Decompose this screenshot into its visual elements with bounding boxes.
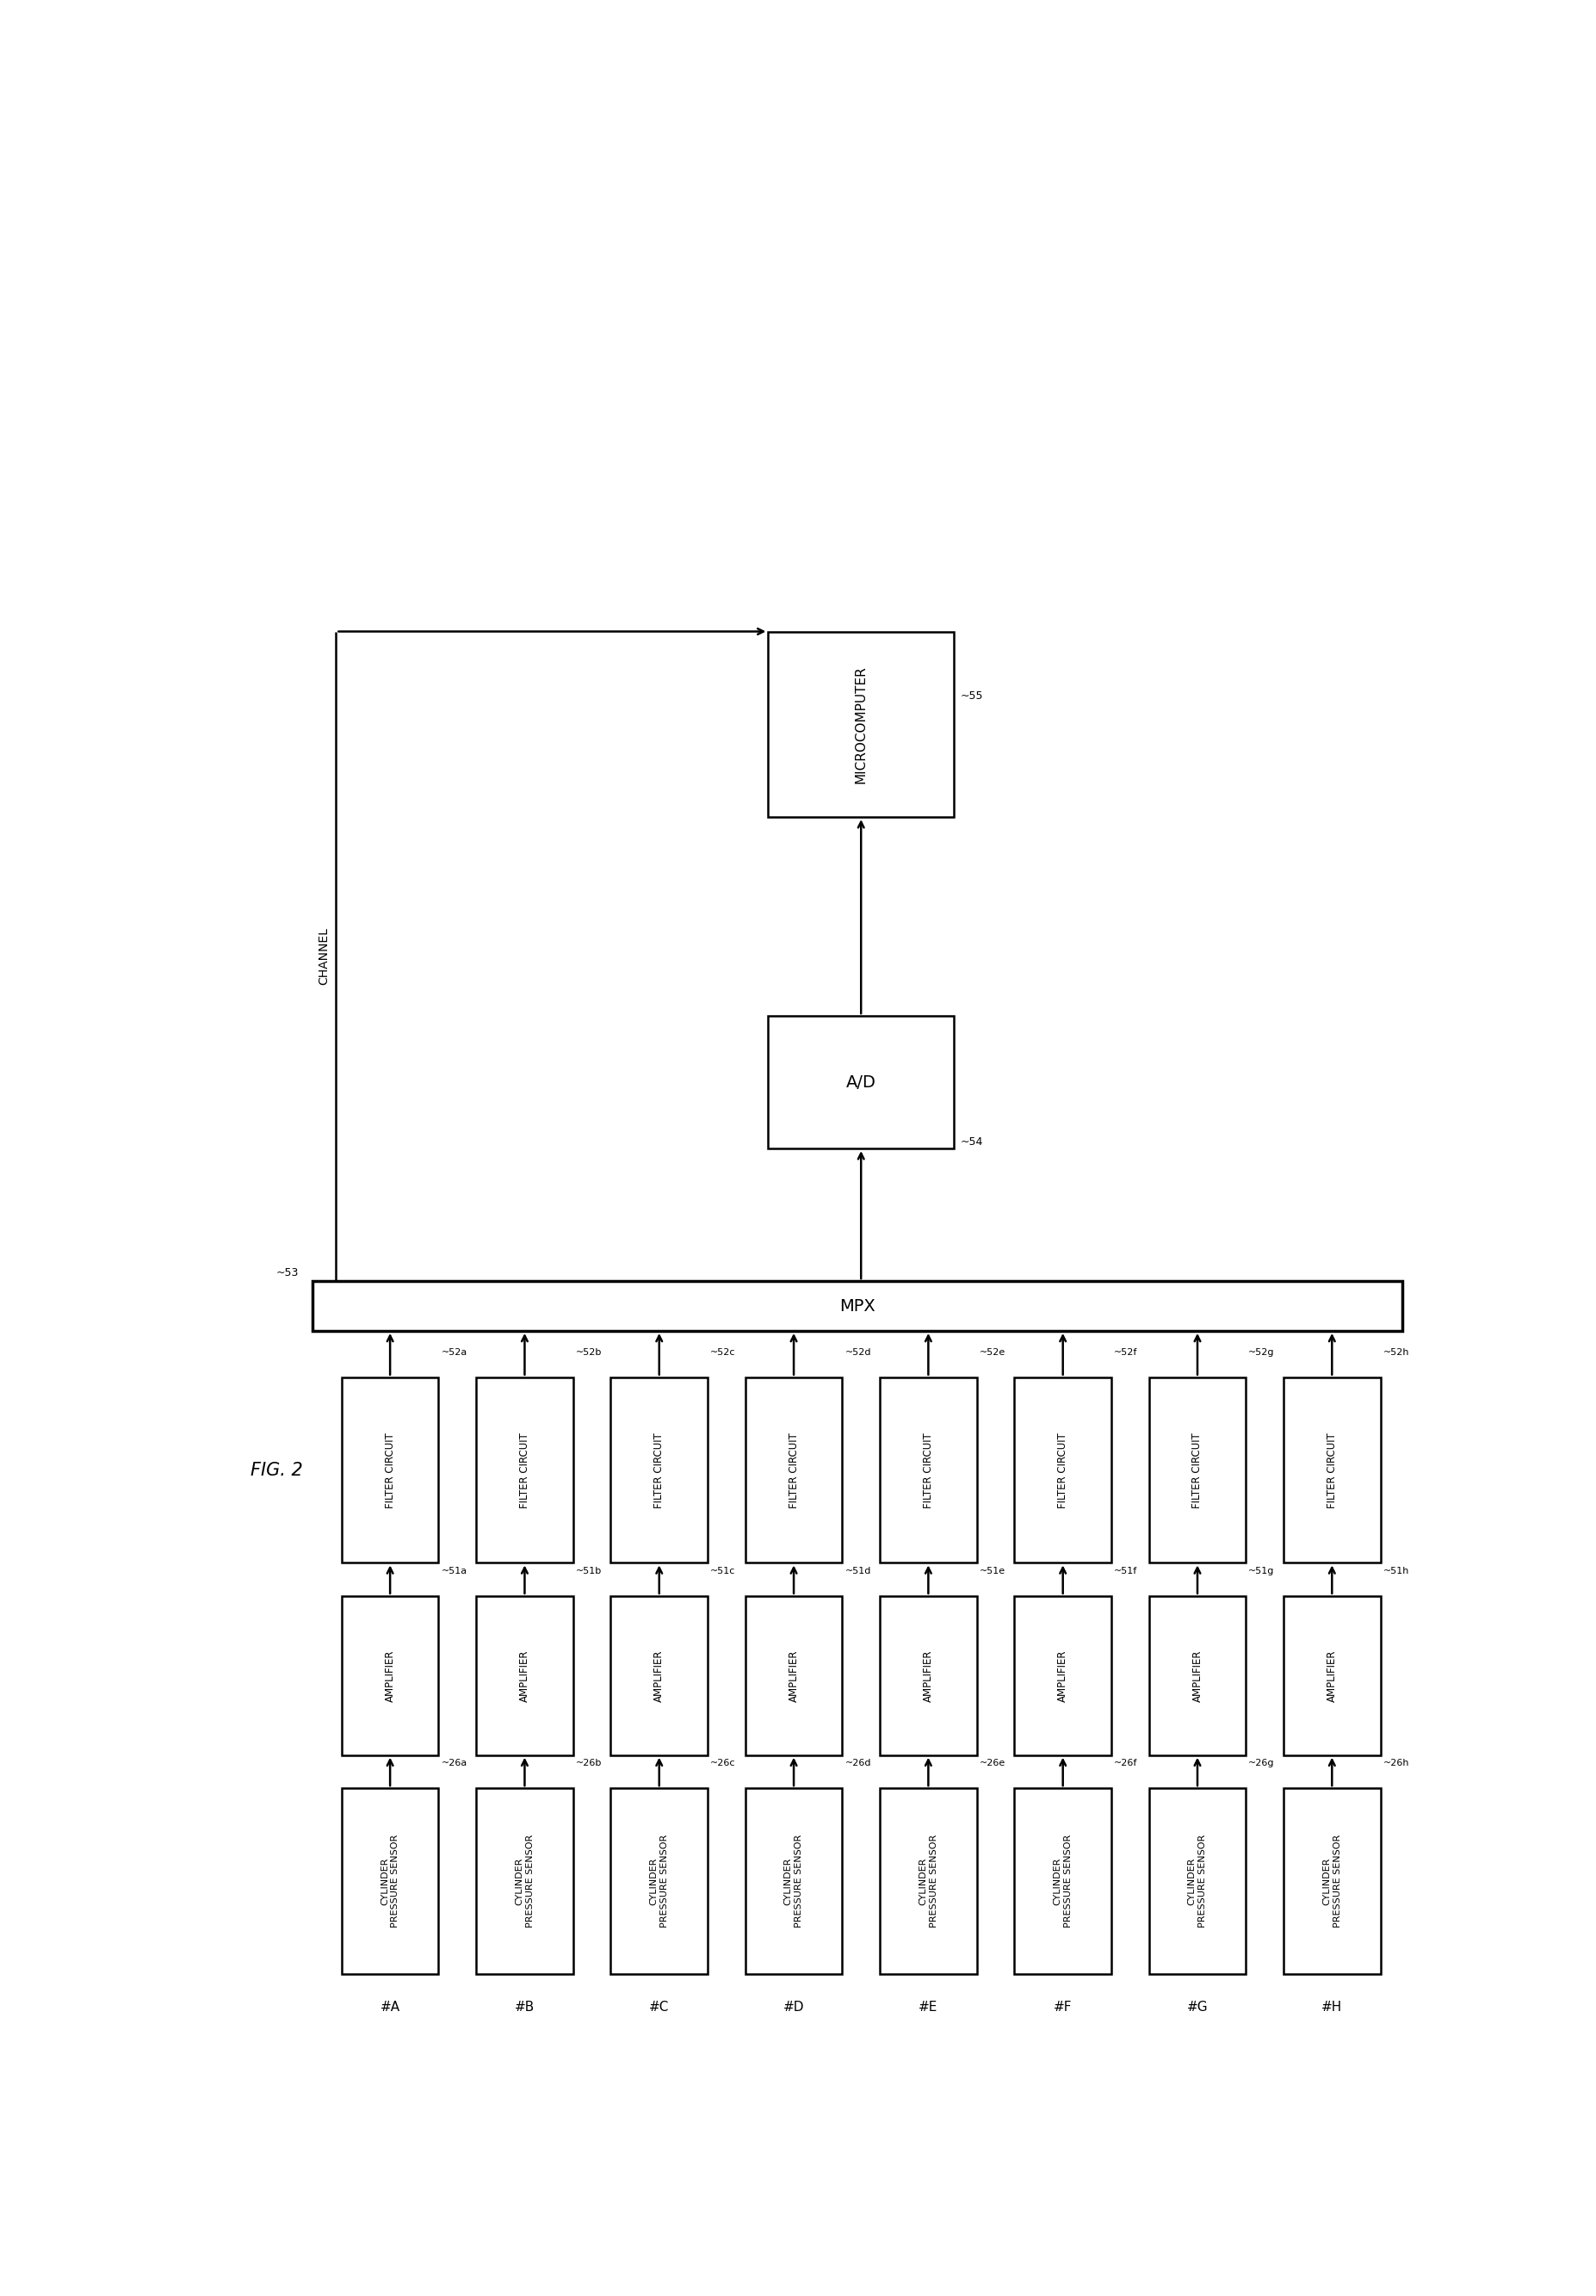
Bar bbox=[745, 1789, 843, 1975]
Bar bbox=[1149, 1596, 1246, 1754]
Text: ~53: ~53 bbox=[276, 1267, 298, 1279]
Text: ~26a: ~26a bbox=[440, 1759, 468, 1768]
Text: ~26d: ~26d bbox=[844, 1759, 871, 1768]
Bar bbox=[611, 1378, 707, 1564]
Text: #C: #C bbox=[650, 2000, 669, 2014]
Text: ~52d: ~52d bbox=[844, 1348, 871, 1357]
Bar bbox=[1015, 1596, 1111, 1754]
Text: #H: #H bbox=[1321, 2000, 1342, 2014]
Text: ~51g: ~51g bbox=[1248, 1566, 1275, 1575]
Text: ~52c: ~52c bbox=[710, 1348, 736, 1357]
Bar bbox=[611, 1789, 707, 1975]
Text: A/D: A/D bbox=[846, 1075, 876, 1091]
Bar bbox=[745, 1378, 843, 1564]
Text: #B: #B bbox=[514, 2000, 535, 2014]
Text: FILTER CIRCUIT: FILTER CIRCUIT bbox=[1326, 1433, 1337, 1508]
Text: ~51b: ~51b bbox=[576, 1566, 602, 1575]
Text: #A: #A bbox=[380, 2000, 401, 2014]
Bar bbox=[1015, 1789, 1111, 1975]
Text: ~52g: ~52g bbox=[1248, 1348, 1275, 1357]
Text: CYLINDER
PRESSURE SENSOR: CYLINDER PRESSURE SENSOR bbox=[784, 1835, 803, 1929]
Text: #G: #G bbox=[1187, 2000, 1208, 2014]
Text: CYLINDER
PRESSURE SENSOR: CYLINDER PRESSURE SENSOR bbox=[1323, 1835, 1342, 1929]
Text: CYLINDER
PRESSURE SENSOR: CYLINDER PRESSURE SENSOR bbox=[1053, 1835, 1073, 1929]
Bar bbox=[1283, 1378, 1381, 1564]
Text: ~55: ~55 bbox=[961, 691, 983, 703]
Text: AMPLIFIER: AMPLIFIER bbox=[1192, 1649, 1203, 1701]
Bar bbox=[768, 1015, 954, 1148]
Bar bbox=[879, 1789, 977, 1975]
Bar bbox=[745, 1596, 843, 1754]
Bar bbox=[768, 631, 954, 817]
Text: CYLINDER
PRESSURE SENSOR: CYLINDER PRESSURE SENSOR bbox=[919, 1835, 938, 1929]
Text: FILTER CIRCUIT: FILTER CIRCUIT bbox=[1057, 1433, 1068, 1508]
Text: AMPLIFIER: AMPLIFIER bbox=[788, 1649, 800, 1701]
Text: CHANNEL: CHANNEL bbox=[318, 928, 330, 985]
Text: ~51d: ~51d bbox=[844, 1566, 871, 1575]
Text: AMPLIFIER: AMPLIFIER bbox=[1326, 1649, 1337, 1701]
Bar bbox=[879, 1378, 977, 1564]
Text: AMPLIFIER: AMPLIFIER bbox=[385, 1649, 396, 1701]
Text: AMPLIFIER: AMPLIFIER bbox=[519, 1649, 530, 1701]
Bar bbox=[1015, 1378, 1111, 1564]
Text: #F: #F bbox=[1053, 2000, 1073, 2014]
Text: ~51a: ~51a bbox=[440, 1566, 468, 1575]
Text: ~51f: ~51f bbox=[1114, 1566, 1138, 1575]
Text: #D: #D bbox=[784, 2000, 804, 2014]
Text: FILTER CIRCUIT: FILTER CIRCUIT bbox=[922, 1433, 934, 1508]
Text: FILTER CIRCUIT: FILTER CIRCUIT bbox=[1192, 1433, 1203, 1508]
Text: AMPLIFIER: AMPLIFIER bbox=[922, 1649, 934, 1701]
Text: FILTER CIRCUIT: FILTER CIRCUIT bbox=[788, 1433, 800, 1508]
Text: #E: #E bbox=[919, 2000, 938, 2014]
Text: AMPLIFIER: AMPLIFIER bbox=[654, 1649, 666, 1701]
Text: FILTER CIRCUIT: FILTER CIRCUIT bbox=[519, 1433, 530, 1508]
Text: ~52e: ~52e bbox=[980, 1348, 1005, 1357]
Text: MPX: MPX bbox=[839, 1297, 876, 1313]
Text: CYLINDER
PRESSURE SENSOR: CYLINDER PRESSURE SENSOR bbox=[380, 1835, 399, 1929]
Text: ~52b: ~52b bbox=[576, 1348, 602, 1357]
Text: FILTER CIRCUIT: FILTER CIRCUIT bbox=[385, 1433, 396, 1508]
Text: MICROCOMPUTER: MICROCOMPUTER bbox=[854, 666, 868, 783]
Text: ~26e: ~26e bbox=[980, 1759, 1005, 1768]
Text: ~26b: ~26b bbox=[576, 1759, 602, 1768]
Bar bbox=[342, 1378, 439, 1564]
Text: ~52f: ~52f bbox=[1114, 1348, 1138, 1357]
Text: CYLINDER
PRESSURE SENSOR: CYLINDER PRESSURE SENSOR bbox=[516, 1835, 535, 1929]
Text: AMPLIFIER: AMPLIFIER bbox=[1057, 1649, 1068, 1701]
Text: ~52h: ~52h bbox=[1384, 1348, 1409, 1357]
Bar bbox=[879, 1596, 977, 1754]
Bar bbox=[611, 1596, 707, 1754]
Text: FILTER CIRCUIT: FILTER CIRCUIT bbox=[654, 1433, 666, 1508]
Bar bbox=[1149, 1378, 1246, 1564]
Bar bbox=[342, 1789, 439, 1975]
Bar bbox=[1283, 1789, 1381, 1975]
Bar bbox=[476, 1789, 573, 1975]
Bar bbox=[1283, 1596, 1381, 1754]
Bar bbox=[1149, 1789, 1246, 1975]
Text: ~52a: ~52a bbox=[440, 1348, 468, 1357]
Text: ~26c: ~26c bbox=[710, 1759, 736, 1768]
Bar bbox=[313, 1281, 1403, 1332]
Bar bbox=[476, 1596, 573, 1754]
Text: CYLINDER
PRESSURE SENSOR: CYLINDER PRESSURE SENSOR bbox=[650, 1835, 669, 1929]
Bar bbox=[342, 1596, 439, 1754]
Text: ~26h: ~26h bbox=[1384, 1759, 1409, 1768]
Text: ~54: ~54 bbox=[961, 1137, 983, 1148]
Text: CYLINDER
PRESSURE SENSOR: CYLINDER PRESSURE SENSOR bbox=[1187, 1835, 1207, 1929]
Text: FIG. 2: FIG. 2 bbox=[251, 1463, 303, 1479]
Text: ~51h: ~51h bbox=[1384, 1566, 1409, 1575]
Bar bbox=[476, 1378, 573, 1564]
Text: ~51c: ~51c bbox=[710, 1566, 736, 1575]
Text: ~26f: ~26f bbox=[1114, 1759, 1138, 1768]
Text: ~51e: ~51e bbox=[980, 1566, 1005, 1575]
Text: ~26g: ~26g bbox=[1248, 1759, 1275, 1768]
